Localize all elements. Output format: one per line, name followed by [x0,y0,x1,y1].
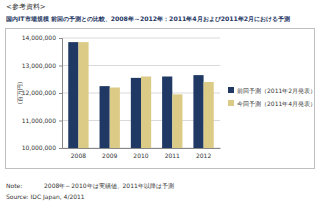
note: 2008年～2010年は実績値、2011年以降は予測 [44,182,174,189]
x-tick: 2012 [196,148,211,159]
y-tick-mark [59,66,62,67]
y-tick: 12,000,000 [22,89,62,96]
x-tick: 2011 [165,148,180,159]
header: <参考資料> [6,3,46,11]
y-tick-mark [59,38,62,39]
bar [193,75,203,148]
y-tick-label: 11,000,000 [22,117,57,124]
source: Source: IDC Japan, 4/2011 [6,193,85,201]
chart-frame [6,29,315,169]
grid [62,38,220,148]
legend-swatch [228,87,234,93]
y-tick-label: 10,000,000 [22,144,57,151]
y-tick: 13,000,000 [22,62,62,69]
x-tick-label: 2009 [102,152,117,159]
bar [78,42,88,148]
bar [131,78,141,148]
bars [68,42,213,148]
legend-label: 前回予測（2011年2月発表） [237,87,316,95]
title: 国内IT市場規模 前回の予測との比較、2008年～2012年：2011年4月およ… [6,15,290,23]
y-tick-mark [59,121,62,122]
y-axis-line [59,39,63,149]
y-axis-title: (百万円) [16,82,23,105]
legend-item: 今回予測（2011年4月発表） [228,100,316,108]
bar [141,77,151,149]
bar [172,94,182,148]
x-tick: 2010 [133,148,148,159]
legend: 前回予測（2011年2月発表） 今回予測（2011年4月発表） [228,87,316,108]
y-axis: 10,000,000 11,000,000 12,000,000 13,000,000… [22,34,63,151]
x-tick-label: 2012 [196,152,211,159]
grid-line [62,38,220,39]
y-tick: 11,000,000 [22,117,62,124]
legend-swatch [228,100,234,106]
y-tick-mark [59,93,62,94]
bar [68,42,78,148]
x-tick: 2008 [71,148,86,159]
note-label: Note: [6,182,22,189]
x-tick-label: 2011 [165,152,180,159]
x-axis: 2008 2009 2010 2011 2012 [63,148,221,159]
y-tick: 10,000,000 [22,144,62,151]
chart-root: <参考資料> 国内IT市場規模 前回の予測との比較、2008年～2012年：201… [0,0,320,213]
bar [204,82,214,148]
y-tick-label: 12,000,000 [22,89,57,96]
x-tick-label: 2010 [133,152,148,159]
y-tick-label: 14,000,000 [22,34,57,41]
x-tick-label: 2008 [71,152,86,159]
bar [110,88,120,149]
x-tick: 2009 [102,148,117,159]
y-tick: 14,000,000 [22,34,62,41]
y-tick-label: 13,000,000 [22,62,57,69]
y-tick-mark [59,148,62,149]
legend-label: 今回予測（2011年4月発表） [237,100,316,108]
x-axis-line [63,148,221,149]
bar [162,77,172,149]
bar [100,86,110,148]
legend-item: 前回予測（2011年2月発表） [228,87,316,95]
